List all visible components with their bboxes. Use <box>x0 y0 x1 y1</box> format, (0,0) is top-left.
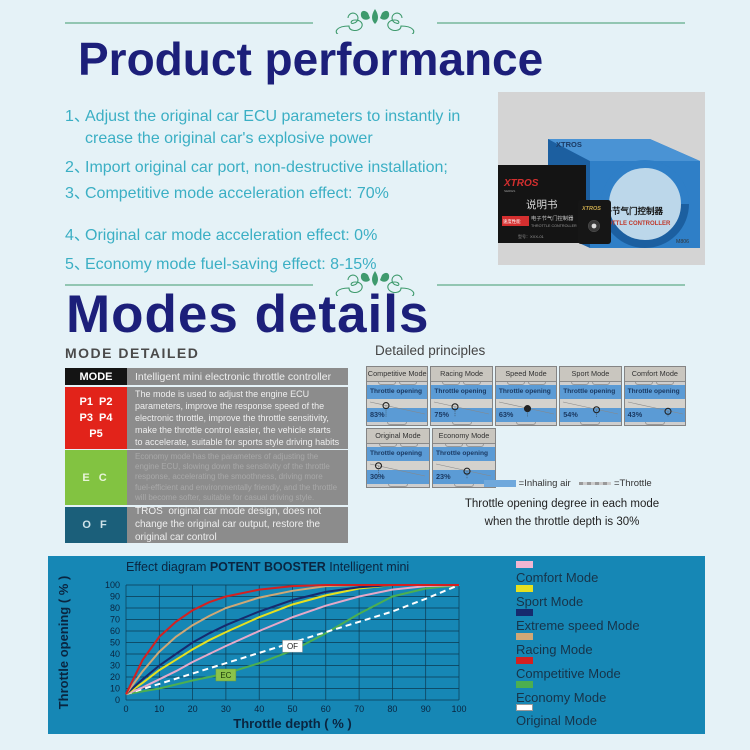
svg-text:50: 50 <box>287 704 297 714</box>
svg-text:80: 80 <box>110 603 120 613</box>
svg-text:40: 40 <box>110 649 120 659</box>
svg-text:OF: OF <box>287 642 298 651</box>
svg-text:10: 10 <box>110 684 120 694</box>
svg-text:20: 20 <box>188 704 198 714</box>
svg-text:70: 70 <box>354 704 364 714</box>
svg-text:50: 50 <box>110 638 120 648</box>
svg-text:10: 10 <box>154 704 164 714</box>
svg-text:40: 40 <box>254 704 264 714</box>
svg-text:60: 60 <box>110 626 120 636</box>
svg-text:0: 0 <box>115 695 120 705</box>
svg-text:90: 90 <box>110 592 120 602</box>
svg-text:70: 70 <box>110 615 120 625</box>
svg-text:30: 30 <box>110 661 120 671</box>
svg-text:30: 30 <box>221 704 231 714</box>
svg-text:EC: EC <box>220 671 231 680</box>
svg-text:100: 100 <box>451 704 466 714</box>
svg-text:0: 0 <box>123 704 128 714</box>
svg-text:80: 80 <box>387 704 397 714</box>
svg-text:20: 20 <box>110 672 120 682</box>
svg-text:Throttle depth ( % ): Throttle depth ( % ) <box>233 716 351 731</box>
svg-text:Throttle opening ( % ): Throttle opening ( % ) <box>56 576 71 710</box>
svg-text:90: 90 <box>421 704 431 714</box>
svg-text:Effect diagram POTENT BOOSTER: Effect diagram POTENT BOOSTER Intelligen… <box>126 560 409 574</box>
svg-text:100: 100 <box>105 580 120 590</box>
svg-text:60: 60 <box>321 704 331 714</box>
